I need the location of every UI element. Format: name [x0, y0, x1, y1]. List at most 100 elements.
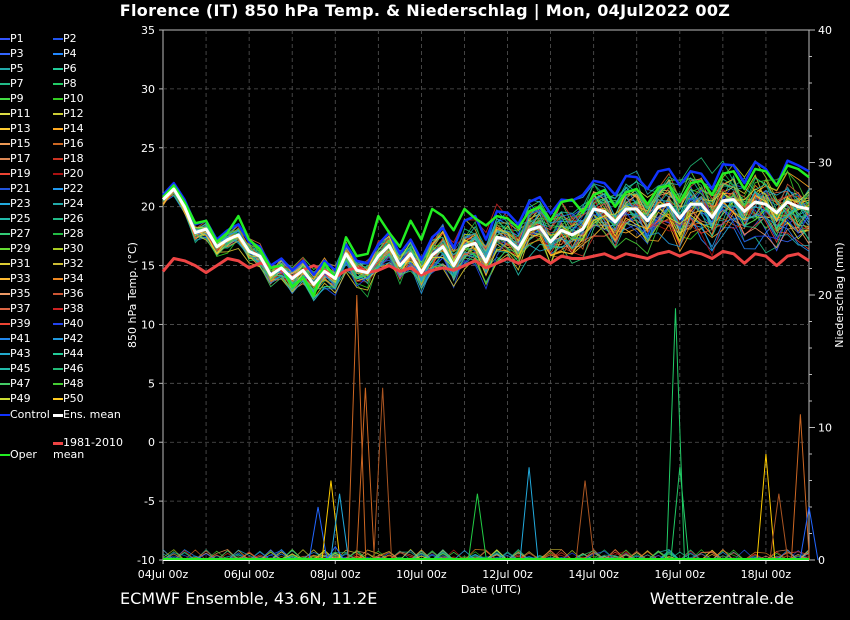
legend-swatch [53, 248, 63, 250]
x-axis-label: Date (UTC) [461, 583, 521, 596]
legend-swatch [0, 454, 10, 456]
legend-label: P34 [63, 272, 84, 285]
legend-label: P23 [10, 197, 31, 210]
legend-label: P27 [10, 227, 31, 240]
legend-label: 1981-2010 mean [53, 436, 123, 461]
x-tick-label: 10Jul 00z [396, 568, 447, 581]
series-line-oper [162, 164, 810, 298]
legend-label: P16 [63, 137, 84, 150]
legend-item-p19: P19 [0, 168, 31, 180]
legend-label: P50 [63, 392, 84, 405]
legend-swatch [0, 323, 10, 325]
legend-label: P3 [10, 47, 24, 60]
legend-label: P47 [10, 377, 31, 390]
legend-item-p40: P40 [53, 318, 84, 330]
legend-item-p46: P46 [53, 363, 84, 375]
legend-label: P40 [63, 317, 84, 330]
legend-swatch [53, 338, 63, 340]
legend-label: P9 [10, 92, 24, 105]
legend-swatch [53, 203, 63, 205]
legend-item-p2: P2 [53, 33, 77, 45]
y2-tick-label: 20 [818, 289, 832, 302]
x-tick-label: 08Jul 00z [310, 568, 361, 581]
precip-peak [769, 493, 789, 561]
legend-label: P43 [10, 347, 31, 360]
legend-item-control: Control [0, 409, 50, 421]
legend-item-p26: P26 [53, 213, 84, 225]
legend-item-p32: P32 [53, 258, 84, 270]
y-tick-label: -10 [137, 554, 155, 567]
series-line-p50 [162, 189, 810, 289]
legend-label: P44 [63, 347, 84, 360]
legend-swatch [53, 38, 63, 40]
legend-swatch [0, 53, 10, 55]
legend-swatch [0, 128, 10, 130]
legend-swatch [0, 158, 10, 160]
legend-label: P49 [10, 392, 31, 405]
legend-swatch [0, 293, 10, 295]
precip-peak [355, 387, 375, 561]
legend-swatch [53, 398, 63, 400]
legend-label: P18 [63, 152, 84, 165]
precip-peak [325, 545, 345, 561]
legend-swatch [0, 218, 10, 220]
y-tick-label: 15 [141, 260, 155, 273]
legend-swatch [0, 398, 10, 400]
legend-swatch [53, 158, 63, 160]
precip-peak [799, 506, 819, 561]
legend-swatch [53, 128, 63, 130]
precip-peak [756, 453, 776, 561]
legend-item-climatology: 1981-2010 mean [53, 437, 133, 461]
legend-item-p36: P36 [53, 288, 84, 300]
legend-swatch [0, 68, 10, 70]
legend-swatch [53, 353, 63, 355]
legend-swatch [0, 113, 10, 115]
legend-item-p9: P9 [0, 93, 24, 105]
legend-label: P22 [63, 182, 84, 195]
legend-item-p6: P6 [53, 63, 77, 75]
legend-label: P48 [63, 377, 84, 390]
legend-item-p20: P20 [53, 168, 84, 180]
legend-label: P21 [10, 182, 31, 195]
legend-item-ens-mean: Ens. mean [53, 409, 121, 421]
precip-peak [467, 493, 487, 561]
legend-label: P7 [10, 77, 24, 90]
legend-swatch [53, 188, 63, 190]
y-tick-label: 10 [141, 318, 155, 331]
y-axis-label: 850 hPa Temp. (°C) [126, 242, 139, 348]
legend-item-p49: P49 [0, 393, 31, 405]
legend-swatch [53, 383, 63, 385]
legend-swatch [0, 383, 10, 385]
y2-tick-label: 40 [818, 24, 832, 37]
legend-item-p5: P5 [0, 63, 24, 75]
legend-swatch [53, 441, 63, 445]
legend-swatch [53, 293, 63, 295]
x-tick-label: 14Jul 00z [568, 568, 619, 581]
legend-item-p37: P37 [0, 303, 31, 315]
legend-swatch [0, 368, 10, 370]
legend-item-p16: P16 [53, 138, 84, 150]
precip-peak [321, 480, 341, 561]
legend-swatch [0, 248, 10, 250]
legend-label: P15 [10, 137, 31, 150]
legend-swatch [0, 308, 10, 310]
y2-tick-label: 0 [818, 554, 825, 567]
y2-axis-label: Niederschlag (mm) [833, 242, 846, 347]
legend-swatch [53, 233, 63, 235]
y-tick-label: 30 [141, 83, 155, 96]
legend-label: P30 [63, 242, 84, 255]
legend-label: P11 [10, 107, 31, 120]
y-tick-label: 20 [141, 201, 155, 214]
legend-item-p29: P29 [0, 243, 31, 255]
legend-label: P39 [10, 317, 31, 330]
footer-model-info: ECMWF Ensemble, 43.6N, 11.2E [120, 589, 378, 608]
legend-swatch [0, 203, 10, 205]
legend-label: P8 [63, 77, 77, 90]
legend-label: P26 [63, 212, 84, 225]
legend-label: P13 [10, 122, 31, 135]
precip-peak [330, 493, 350, 561]
legend-label: P45 [10, 362, 31, 375]
legend-label: P24 [63, 197, 84, 210]
legend-item-p14: P14 [53, 123, 84, 135]
